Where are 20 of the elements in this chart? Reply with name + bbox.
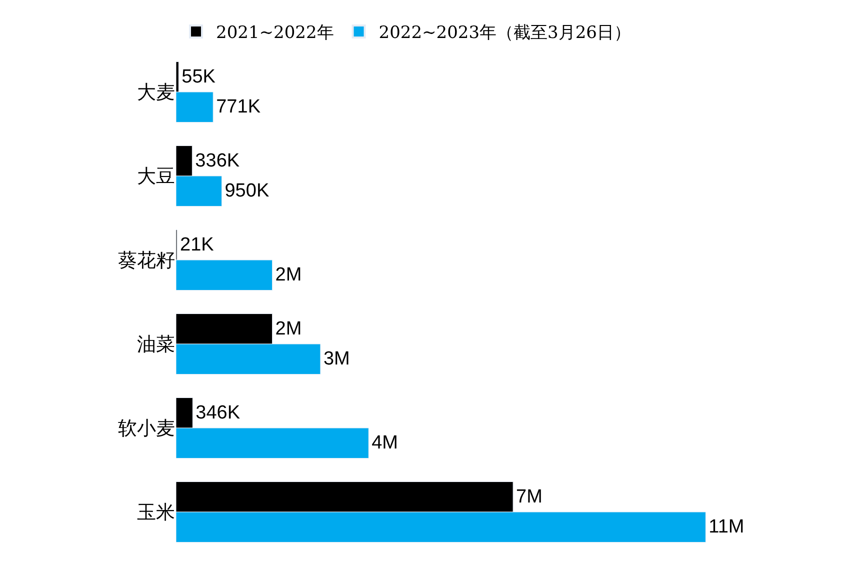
legend-label: 2021~2022年 [216, 23, 334, 44]
data-label: 2M [275, 264, 302, 286]
data-label: 771K [216, 96, 261, 118]
y-tick-label: 大豆 [137, 166, 175, 188]
y-tick-label: 玉米 [137, 502, 175, 524]
y-tick-label: 软小麦 [118, 418, 175, 440]
data-label: 21K [180, 234, 214, 256]
data-label: 11M [708, 516, 744, 538]
data-label: 55K [182, 66, 216, 88]
data-label: 7M [516, 486, 542, 508]
y-tick-label: 油菜 [137, 334, 175, 356]
data-label: 3M [323, 348, 350, 370]
y-tick-label: 大麦 [137, 82, 175, 104]
data-label: 4M [372, 432, 398, 454]
data-label: 346K [196, 402, 240, 424]
data-label: 336K [195, 150, 240, 172]
legend-label: 2022~2023年（截至3月26日） [378, 23, 632, 44]
data-label: 950K [224, 180, 270, 202]
data-label: 2M [275, 318, 302, 340]
y-tick-label: 葵花籽 [118, 250, 175, 272]
